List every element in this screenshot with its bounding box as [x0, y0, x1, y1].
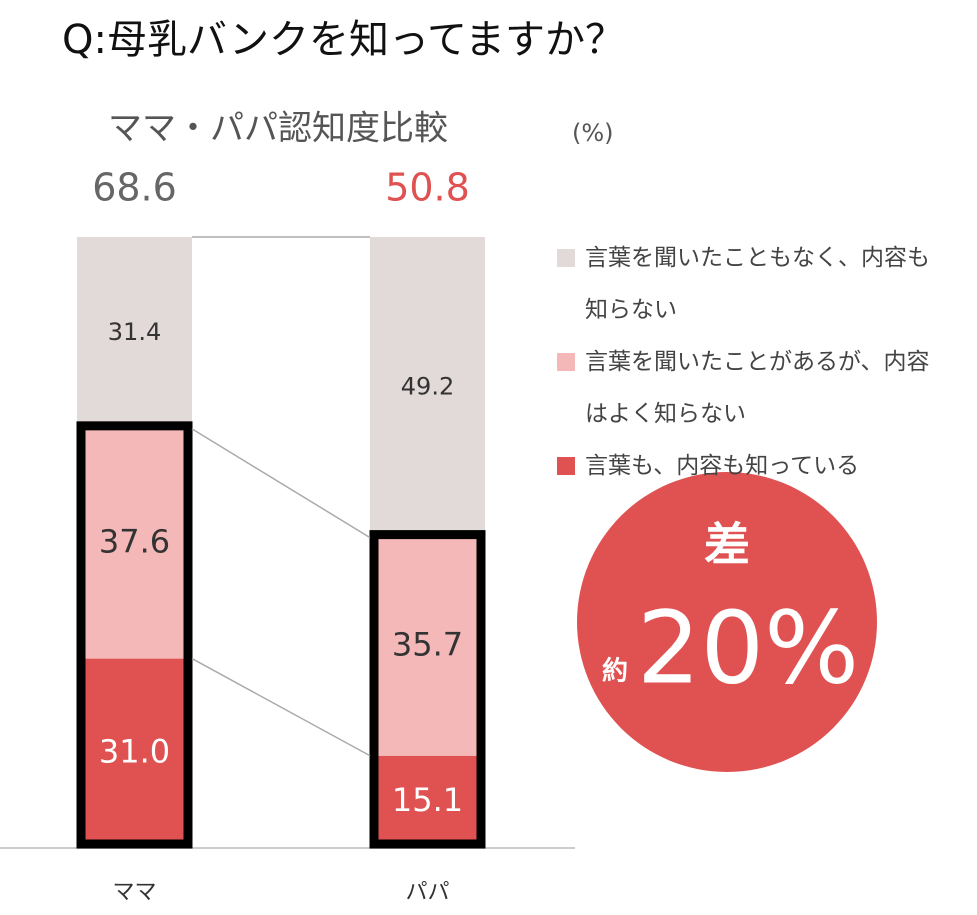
bar-segment — [77, 428, 192, 659]
legend-entry: 言葉も、内容も知っている — [555, 440, 940, 492]
value-label: 37.6 — [99, 523, 170, 561]
connector — [191, 428, 371, 539]
chart-title: Q:母乳バンクを知ってますか？ — [62, 17, 625, 63]
legend-swatch — [557, 249, 575, 267]
unit-label: (%) — [572, 119, 614, 147]
total-label: 50.8 — [385, 166, 470, 210]
chart-subtitle: ママ・パパ認知度比較 — [108, 109, 448, 149]
connector — [191, 657, 371, 757]
bar-segment — [77, 237, 192, 429]
legend-label: 言葉を聞いたことがあるが、内容はよく知らない — [585, 349, 930, 427]
annotation-title: 差 — [704, 518, 750, 572]
legend-entry: 言葉を聞いたこともなく、内容も知らない — [555, 232, 940, 336]
legend: 言葉を聞いたこともなく、内容も知らない 言葉を聞いたことがあるが、内容はよく知らな… — [555, 232, 940, 492]
legend-label: 言葉も、内容も知っている — [585, 453, 860, 479]
legend-label: 言葉を聞いたこともなく、内容も知らない — [585, 245, 930, 323]
value-label: 35.7 — [392, 626, 463, 664]
annotation-circle — [577, 472, 877, 772]
annotation-prefix: 約 — [602, 656, 628, 687]
x-tick-label: パパ — [405, 880, 449, 905]
bar-segment — [370, 237, 485, 538]
legend-swatch — [557, 457, 575, 475]
value-label: 49.2 — [401, 372, 454, 400]
total-label: 68.6 — [92, 166, 177, 210]
bar-segment — [370, 537, 485, 756]
annotation-text: 20% — [637, 589, 859, 706]
value-label: 31.0 — [99, 732, 170, 770]
value-label: 15.1 — [392, 781, 463, 819]
bar-segment — [370, 755, 485, 848]
known-outline — [369, 530, 486, 849]
bar-segment — [77, 658, 192, 848]
legend-swatch — [557, 353, 575, 371]
legend-entry: 言葉を聞いたことがあるが、内容はよく知らない — [555, 336, 940, 440]
value-label: 31.4 — [108, 318, 161, 346]
x-tick-label: ママ — [112, 880, 156, 905]
known-outline — [76, 421, 193, 849]
